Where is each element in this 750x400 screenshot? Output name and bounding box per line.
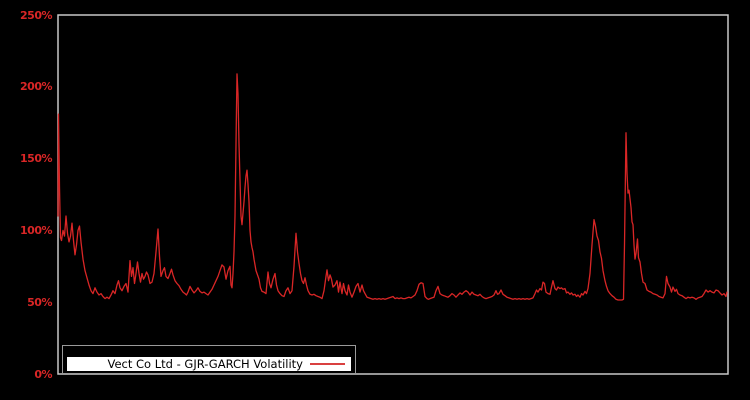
y-axis: 0% 50% 100% 150% 200% 250% (0, 0, 52, 400)
y-axis-tick-label-200: 200% (20, 80, 52, 94)
y-axis-tick-label-150: 150% (20, 152, 52, 166)
y-axis-tick-label-0: 0% (34, 367, 52, 381)
plot-border (57, 14, 729, 375)
volatility-line-series (57, 73, 728, 301)
y-axis-tick-label-50: 50% (27, 295, 52, 309)
legend-label: Vect Co Ltd - GJR-GARCH Volatility (107, 357, 303, 371)
legend-line-sample (310, 363, 345, 365)
y-axis-tick-label-250: 250% (20, 8, 52, 22)
legend-frame: Vect Co Ltd - GJR-GARCH Volatility (62, 345, 356, 374)
legend: Vect Co Ltd - GJR-GARCH Volatility (67, 357, 351, 371)
y-axis-tick-label-100: 100% (20, 223, 52, 237)
